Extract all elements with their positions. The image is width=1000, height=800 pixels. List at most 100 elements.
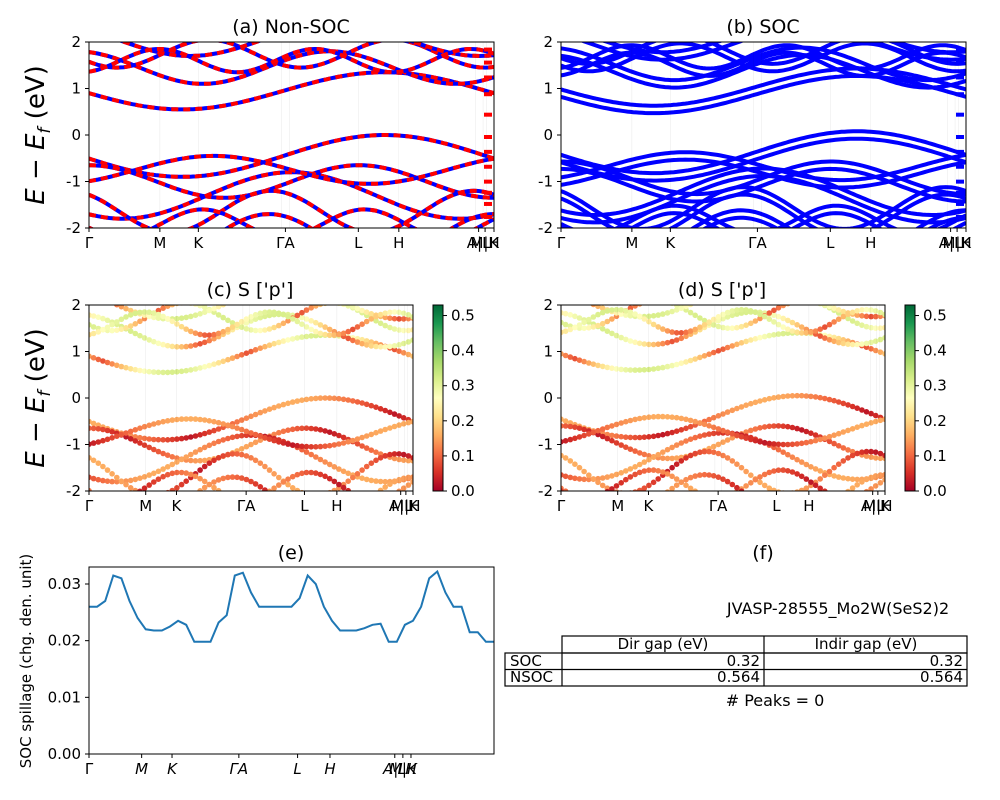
band-point — [304, 517, 310, 523]
band-point — [234, 425, 240, 431]
band-point — [183, 314, 189, 321]
band-point — [775, 467, 782, 474]
band-point — [400, 421, 407, 427]
band-point — [359, 434, 365, 441]
band-line — [561, 73, 966, 116]
band-point — [192, 312, 199, 319]
band-point — [812, 394, 819, 400]
band-point — [623, 308, 629, 314]
band-point — [729, 343, 736, 349]
band-point — [729, 431, 736, 437]
band-point — [600, 491, 606, 497]
band-point — [673, 428, 680, 435]
band-point — [382, 322, 389, 329]
band-point — [743, 483, 749, 489]
band-point — [841, 495, 847, 501]
band-point — [822, 305, 828, 308]
band-point — [669, 329, 675, 335]
band-point — [845, 402, 851, 408]
band-point — [354, 441, 361, 447]
band-point — [201, 339, 208, 346]
band-point — [599, 326, 606, 332]
band-point — [771, 441, 777, 447]
band-point — [206, 307, 213, 314]
band-point — [637, 305, 643, 307]
band-point — [128, 494, 134, 500]
band-point — [826, 433, 833, 440]
band-point — [845, 447, 851, 453]
band-point — [567, 458, 574, 464]
band-point — [276, 403, 282, 409]
band-point — [410, 337, 413, 343]
band-point — [817, 394, 823, 401]
band-point — [840, 308, 847, 315]
band-point — [683, 476, 689, 483]
side-marker — [484, 60, 492, 65]
band-point — [595, 305, 601, 310]
band-point — [599, 309, 606, 316]
band-point — [359, 475, 365, 482]
band-point — [849, 485, 856, 491]
band-point — [854, 312, 860, 318]
band-point — [697, 324, 703, 331]
band-point — [753, 500, 759, 506]
band-point — [276, 474, 282, 481]
y-tick-label: 0.01 — [48, 688, 81, 706]
band-point — [340, 484, 347, 491]
band-point — [687, 436, 694, 443]
band-point — [655, 324, 661, 330]
side-marker — [956, 135, 964, 139]
band-point — [285, 400, 291, 407]
band-point — [391, 423, 398, 430]
band-point — [211, 440, 217, 447]
band-point — [303, 307, 310, 313]
band-point — [581, 468, 587, 475]
band-point — [257, 484, 264, 490]
band-point — [609, 432, 615, 439]
band-point — [701, 432, 708, 438]
x-tick-label: Γ — [85, 760, 94, 778]
band-point — [664, 414, 671, 420]
band-point — [576, 425, 583, 432]
band-point — [336, 481, 342, 488]
band-point — [771, 283, 777, 289]
colorbar-d: 0.00.10.20.30.40.5 — [904, 304, 947, 500]
band-point — [169, 343, 176, 350]
band-point — [669, 338, 675, 345]
band-line — [561, 166, 966, 217]
band-point — [155, 307, 162, 314]
band-point — [859, 307, 865, 313]
band-point — [766, 469, 773, 476]
x-tick-label: M — [135, 760, 148, 778]
band-point — [650, 366, 657, 372]
band-point — [581, 319, 587, 326]
band-point — [720, 411, 726, 417]
band-point — [331, 431, 338, 437]
band-point — [123, 496, 129, 502]
band-point — [562, 352, 569, 359]
band-point — [271, 437, 277, 444]
band-point — [752, 476, 759, 483]
band-point — [780, 449, 786, 456]
band-point — [188, 434, 194, 440]
band-point — [669, 429, 675, 436]
band-point — [748, 308, 754, 314]
band-point — [248, 413, 254, 420]
band-point — [229, 474, 236, 480]
colorbar-tick-label: 0.2 — [923, 412, 947, 430]
band-point — [845, 495, 851, 501]
band-point — [817, 436, 823, 443]
band-point — [775, 441, 782, 448]
band-point — [211, 457, 217, 464]
band-point — [266, 326, 273, 332]
band-point — [826, 337, 833, 343]
band-point — [100, 437, 106, 444]
band-point — [183, 478, 189, 485]
side-marker — [956, 47, 964, 52]
band-point — [623, 476, 629, 483]
band-point — [673, 305, 680, 308]
band-point — [591, 495, 597, 501]
band-point — [146, 368, 152, 375]
band-point — [586, 509, 592, 515]
band-point — [303, 396, 310, 403]
